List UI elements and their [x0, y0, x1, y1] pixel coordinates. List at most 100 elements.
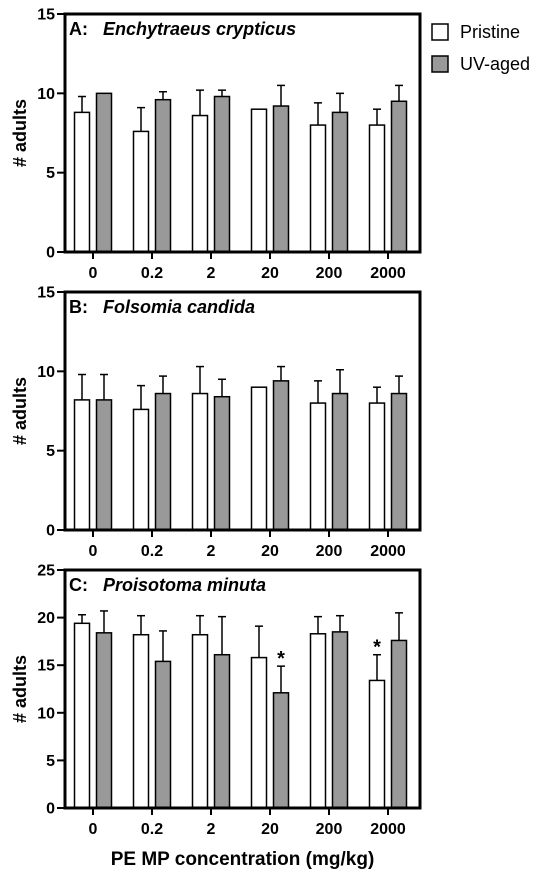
panel-a: 0 5 10 15 0 0.2 2 20 200 2000 A: Enchytraeus crypti…	[10, 7, 422, 282]
panel-c-error-bar-uv-aged-4	[336, 614, 344, 632]
panel-c-y-tick-label: 0	[46, 801, 55, 818]
panel-a-error-bar-uv-aged-2	[218, 89, 226, 97]
panel-a-x-tick-label: 200	[316, 265, 343, 282]
panel-c-x-tick-label: 2	[207, 821, 216, 838]
panel-b-bar-pristine-5	[368, 402, 386, 531]
panel-a-y-axis-title: # adults	[10, 99, 30, 167]
panel-a-x-tick-label: 0.2	[141, 265, 163, 282]
panel-b-bar-pristine-1	[132, 408, 150, 531]
panel-c-error-bar-pristine-4	[314, 615, 322, 634]
panel-b-error-bar-pristine-4	[314, 380, 322, 404]
panel-a-bar-pristine-1	[132, 130, 150, 253]
panel-a-error-bar-pristine-5	[373, 108, 381, 126]
panel-c-bar-pristine-3	[250, 656, 268, 809]
panel-c: 0 5 10 15 20 25 0 0.2 2 20 200 2000 C: Proisotoma min…	[10, 563, 422, 870]
legend: Pristine UV-aged	[431, 22, 530, 74]
panel-a-error-bar-pristine-1	[137, 106, 145, 132]
panel-c-x-tick-label: 0	[89, 821, 98, 838]
panel-b-bar-uv-aged-4	[331, 392, 349, 531]
panel-c-error-bar-pristine-2	[196, 614, 204, 635]
panel-a-error-bar-pristine-2	[196, 89, 204, 116]
panel-c-bar-pristine-2	[191, 633, 209, 809]
panel-a-bar-uv-aged-1	[154, 98, 172, 253]
panel-c-x-tick-label: 0.2	[141, 821, 163, 838]
panel-b-y-axis-title: # adults	[10, 377, 30, 445]
x-axis-title: PE MP concentration (mg/kg)	[111, 849, 375, 870]
panel-c-significance-asterisk: *	[277, 648, 285, 670]
panel-c-bar-uv-aged-5	[390, 639, 408, 809]
panel-c-error-bar-pristine-3	[255, 625, 263, 658]
legend-swatch-uv-aged	[431, 55, 449, 73]
panel-b-bar-pristine-0	[73, 399, 91, 531]
panel-a-y-tick-label: 10	[37, 86, 55, 103]
panel-a-bar-pristine-2	[191, 114, 209, 253]
panel-c-bar-pristine-1	[132, 633, 150, 809]
panel-b-bar-uv-aged-5	[390, 392, 408, 531]
panel-b-x-tick-label: 200	[316, 543, 343, 560]
panel-c-bar-uv-aged-1	[154, 660, 172, 809]
panel-c-x-tick-label: 2000	[370, 821, 406, 838]
panel-c-significance-asterisk: *	[373, 637, 381, 659]
panel-b-label: B:	[69, 297, 88, 317]
panel-a-y-tick-label: 15	[37, 7, 55, 24]
legend-label-uv-aged: UV-aged	[460, 54, 530, 74]
panel-c-label: C:	[69, 575, 88, 595]
panel-c-error-bar-uv-aged-1	[159, 630, 167, 662]
panel-b-error-bar-pristine-2	[196, 365, 204, 394]
panel-a-bar-pristine-0	[73, 111, 91, 253]
panel-a-bar-pristine-4	[309, 124, 327, 253]
panel-b-y-tick-label: 15	[37, 285, 55, 302]
panel-b-error-bar-uv-aged-2	[218, 378, 226, 397]
panel-b-x-tick-label: 0.2	[141, 543, 163, 560]
panel-b-error-bar-uv-aged-0	[100, 373, 108, 400]
panel-b-bar-pristine-4	[309, 402, 327, 531]
panel-b-y-tick-label: 5	[46, 443, 55, 460]
panel-c-error-bar-uv-aged-0	[100, 610, 108, 633]
panel-a-error-bar-uv-aged-4	[336, 92, 344, 113]
panel-a-bar-pristine-5	[368, 124, 386, 253]
panel-b-bar-pristine-2	[191, 392, 209, 531]
panel-b-title: Folsomia candida	[103, 297, 255, 317]
panel-b-y-tick-label: 10	[37, 364, 55, 381]
panel-a-y-tick-label: 0	[46, 245, 55, 262]
panel-c-error-bar-pristine-1	[137, 614, 145, 635]
panel-c-frame	[63, 568, 422, 810]
legend-swatch-pristine	[431, 23, 449, 41]
panel-a-bar-uv-aged-3	[272, 105, 290, 253]
panel-c-x-tick-label: 200	[316, 821, 343, 838]
panel-b-x-tick-label: 2	[207, 543, 216, 560]
panel-c-error-bar-uv-aged-2	[218, 615, 226, 655]
panel-c-title: Proisotoma minuta	[103, 575, 266, 595]
panel-b-frame	[63, 290, 422, 532]
panel-b-bar-uv-aged-0	[95, 399, 113, 531]
panel-a-title: Enchytraeus crypticus	[103, 19, 296, 39]
panel-a-x-tick-label: 2	[207, 265, 216, 282]
panel-b-x-tick-label: 20	[261, 543, 279, 560]
panel-c-y-tick-label: 10	[37, 705, 55, 722]
panel-c-bar-pristine-5	[368, 679, 386, 809]
panel-a-x-tick-label: 0	[89, 265, 98, 282]
panel-c-y-tick-label: 5	[46, 753, 55, 770]
panel-c-y-tick-label: 20	[37, 610, 55, 627]
panel-b-y-tick-label: 0	[46, 523, 55, 540]
panel-c-bar-pristine-4	[309, 633, 327, 809]
panel-c-bar-uv-aged-3	[272, 692, 290, 809]
panel-b-error-bar-uv-aged-4	[336, 368, 344, 394]
panel-b-bar-uv-aged-2	[213, 395, 231, 531]
panel-b-bar-uv-aged-1	[154, 392, 172, 531]
panel-a-error-bar-pristine-0	[78, 95, 86, 113]
panel-c-error-bar-pristine-5	[373, 653, 381, 681]
panel-b-x-tick-label: 2000	[370, 543, 406, 560]
panel-b-x-tick-label: 0	[89, 543, 98, 560]
panel-b: 0 5 10 15 0 0.2 2 20 200 2000 B: Folsomia candida # …	[10, 285, 422, 560]
panel-a-error-bar-uv-aged-1	[159, 90, 167, 100]
panel-c-error-bar-uv-aged-5	[395, 612, 403, 641]
panel-c-y-tick-label: 15	[37, 658, 55, 675]
panel-a-error-bar-uv-aged-5	[395, 84, 403, 102]
panel-a-bar-uv-aged-0	[95, 92, 113, 253]
panel-b-bar-pristine-3	[250, 386, 268, 531]
panel-c-y-axis-title: # adults	[10, 655, 30, 723]
panel-b-bar-uv-aged-3	[272, 380, 290, 531]
panel-a-label: A:	[69, 19, 88, 39]
